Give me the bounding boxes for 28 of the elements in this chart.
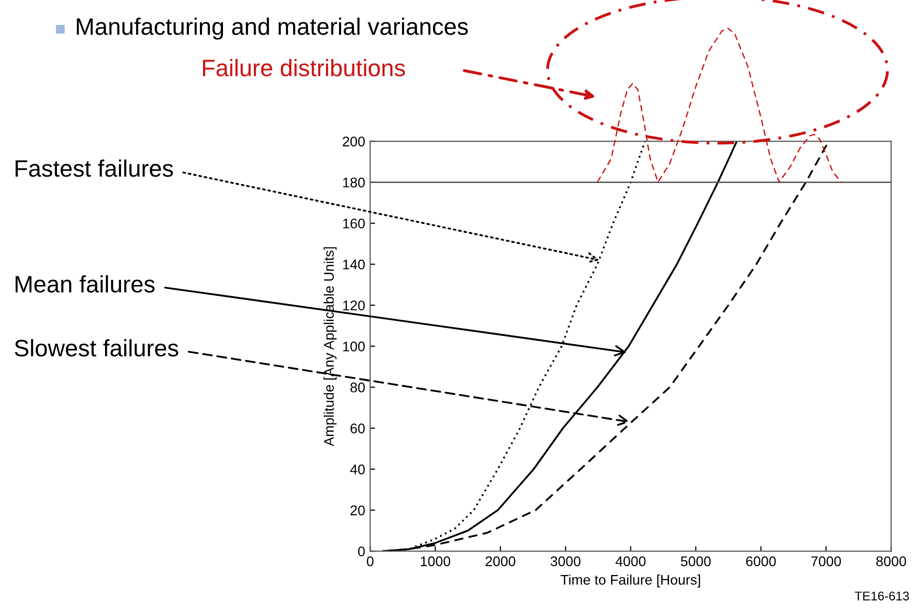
y-tick-label: 160 [343,218,365,228]
x-axis-title: Time to Failure [Hours] [560,574,700,588]
y-tick-label: 180 [343,178,365,188]
x-tick-label: 0 [366,556,374,566]
y-tick-label: 120 [343,300,365,310]
x-tick-label: 1000 [420,556,450,566]
y-tick-label: 0 [358,546,365,556]
y-tick-label: 100 [343,342,365,352]
y-tick-label: 140 [343,260,365,270]
x-tick-label: 4000 [616,556,646,566]
annotation: Mean failures [16,275,155,293]
x-tick-label: 5000 [680,556,711,566]
x-tick-label: 7000 [811,556,841,566]
chart-title: Manufacturing and material variances [76,18,468,40]
annotation: Failure distributions [203,59,405,76]
y-tick-label: 20 [350,505,365,516]
x-tick-label: 2000 [486,556,516,566]
x-tick-label: 3000 [550,556,580,566]
y-axis-title: Amplitude [Any Applicable Units] [324,247,337,446]
y-tick-label: 200 [342,136,365,146]
x-tick-label: 6000 [746,556,776,566]
annotation: Slowest failures [14,339,178,357]
x-tick-label: 8000 [876,556,906,566]
text: TE16-613 [854,592,909,600]
y-tick-label: 40 [350,464,365,474]
annotation: Fastest failures [16,160,173,177]
y-tick-label: 60 [350,424,365,434]
y-tick-label: 80 [350,382,365,392]
